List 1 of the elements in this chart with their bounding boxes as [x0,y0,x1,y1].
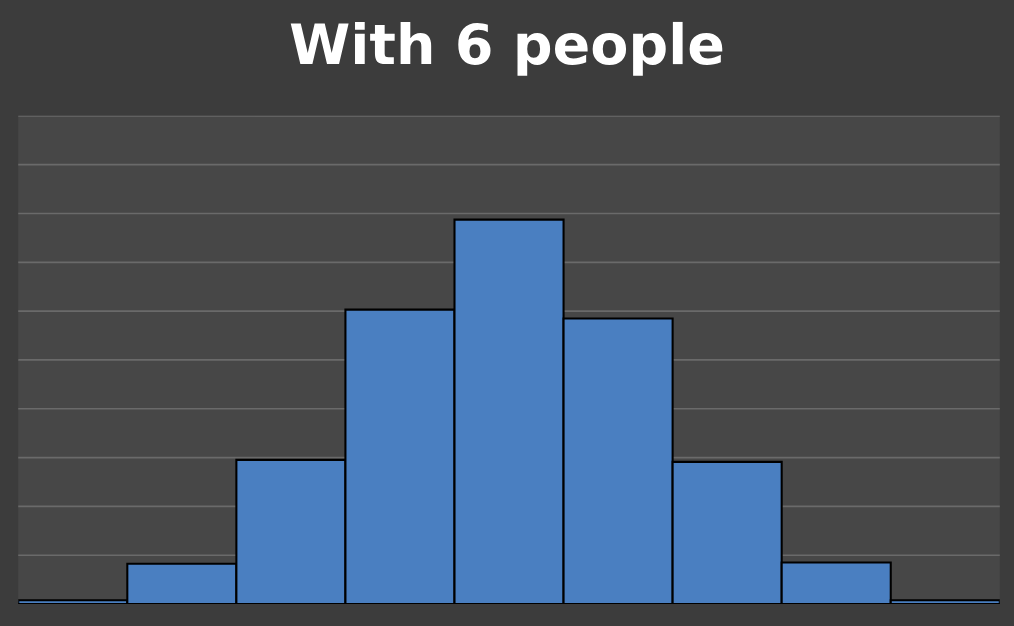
chart-title: With 6 people [290,21,723,76]
